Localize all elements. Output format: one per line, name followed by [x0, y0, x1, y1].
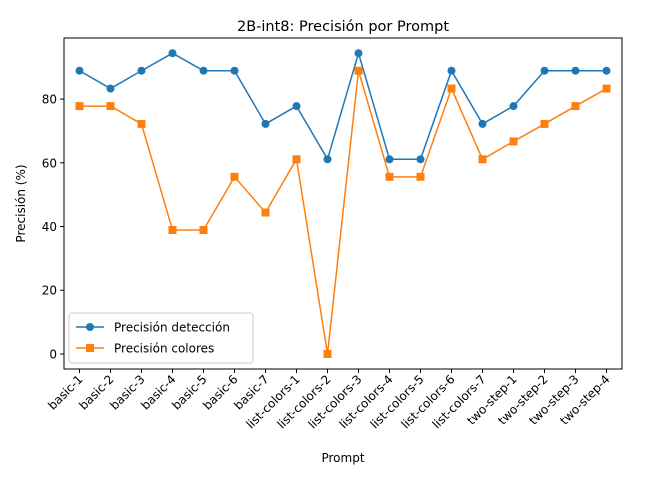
series-1	[75, 49, 611, 164]
legend-marker	[86, 344, 94, 352]
legend: Precisión detección Precisión colores	[68, 312, 254, 364]
legend-label: Precisión colores	[114, 342, 214, 356]
data-point	[416, 172, 425, 181]
data-point	[199, 226, 208, 235]
y-tick-label: 40	[42, 220, 57, 234]
data-point	[478, 155, 487, 164]
data-point	[447, 84, 456, 93]
data-point	[354, 66, 363, 75]
series-line	[79, 69, 607, 355]
data-point	[447, 66, 456, 75]
x-axis-label: Prompt	[321, 451, 364, 465]
data-point	[75, 102, 84, 111]
legend-box	[68, 312, 254, 364]
plot-area	[75, 49, 611, 358]
data-point	[199, 66, 208, 75]
y-tick-label: 20	[42, 284, 57, 298]
data-point	[261, 208, 270, 217]
data-point	[137, 119, 146, 128]
data-point	[571, 102, 580, 111]
y-tick-label: 60	[42, 156, 57, 170]
y-tick-label: 80	[42, 93, 57, 107]
data-point	[261, 119, 270, 128]
data-point	[168, 226, 177, 235]
data-point	[75, 66, 84, 75]
legend-label: Precisión detección	[114, 321, 230, 335]
data-point	[137, 66, 146, 75]
data-point	[385, 172, 394, 181]
y-axis: 0 20 40 60 80	[42, 93, 64, 361]
chart-title: 2B-int8: Precisión por Prompt	[237, 19, 449, 35]
data-point	[230, 172, 239, 181]
y-axis-label: Precisión (%)	[14, 164, 28, 242]
data-point	[292, 102, 301, 111]
legend-item: Precisión colores	[76, 342, 214, 356]
data-point	[292, 155, 301, 164]
data-point	[106, 102, 115, 111]
series-line	[79, 52, 607, 161]
data-point	[540, 66, 549, 75]
legend-item: Precisión detección	[76, 321, 230, 335]
data-point	[323, 349, 332, 358]
data-point	[354, 49, 363, 58]
x-axis: basic-1basic-2basic-3basic-4basic-5basic…	[45, 369, 613, 431]
data-point	[168, 49, 177, 58]
data-point	[602, 84, 611, 93]
axes-frame	[63, 37, 623, 370]
data-point	[509, 137, 518, 146]
legend-marker	[86, 323, 94, 331]
data-point	[385, 155, 394, 164]
data-point	[571, 66, 580, 75]
data-point	[230, 66, 239, 75]
data-point	[478, 119, 487, 128]
data-point	[540, 119, 549, 128]
series-2	[75, 66, 611, 358]
data-point	[106, 84, 115, 93]
data-point	[416, 155, 425, 164]
data-point	[509, 102, 518, 111]
data-point	[602, 66, 611, 75]
y-tick-label: 0	[49, 347, 57, 361]
data-point	[323, 155, 332, 164]
